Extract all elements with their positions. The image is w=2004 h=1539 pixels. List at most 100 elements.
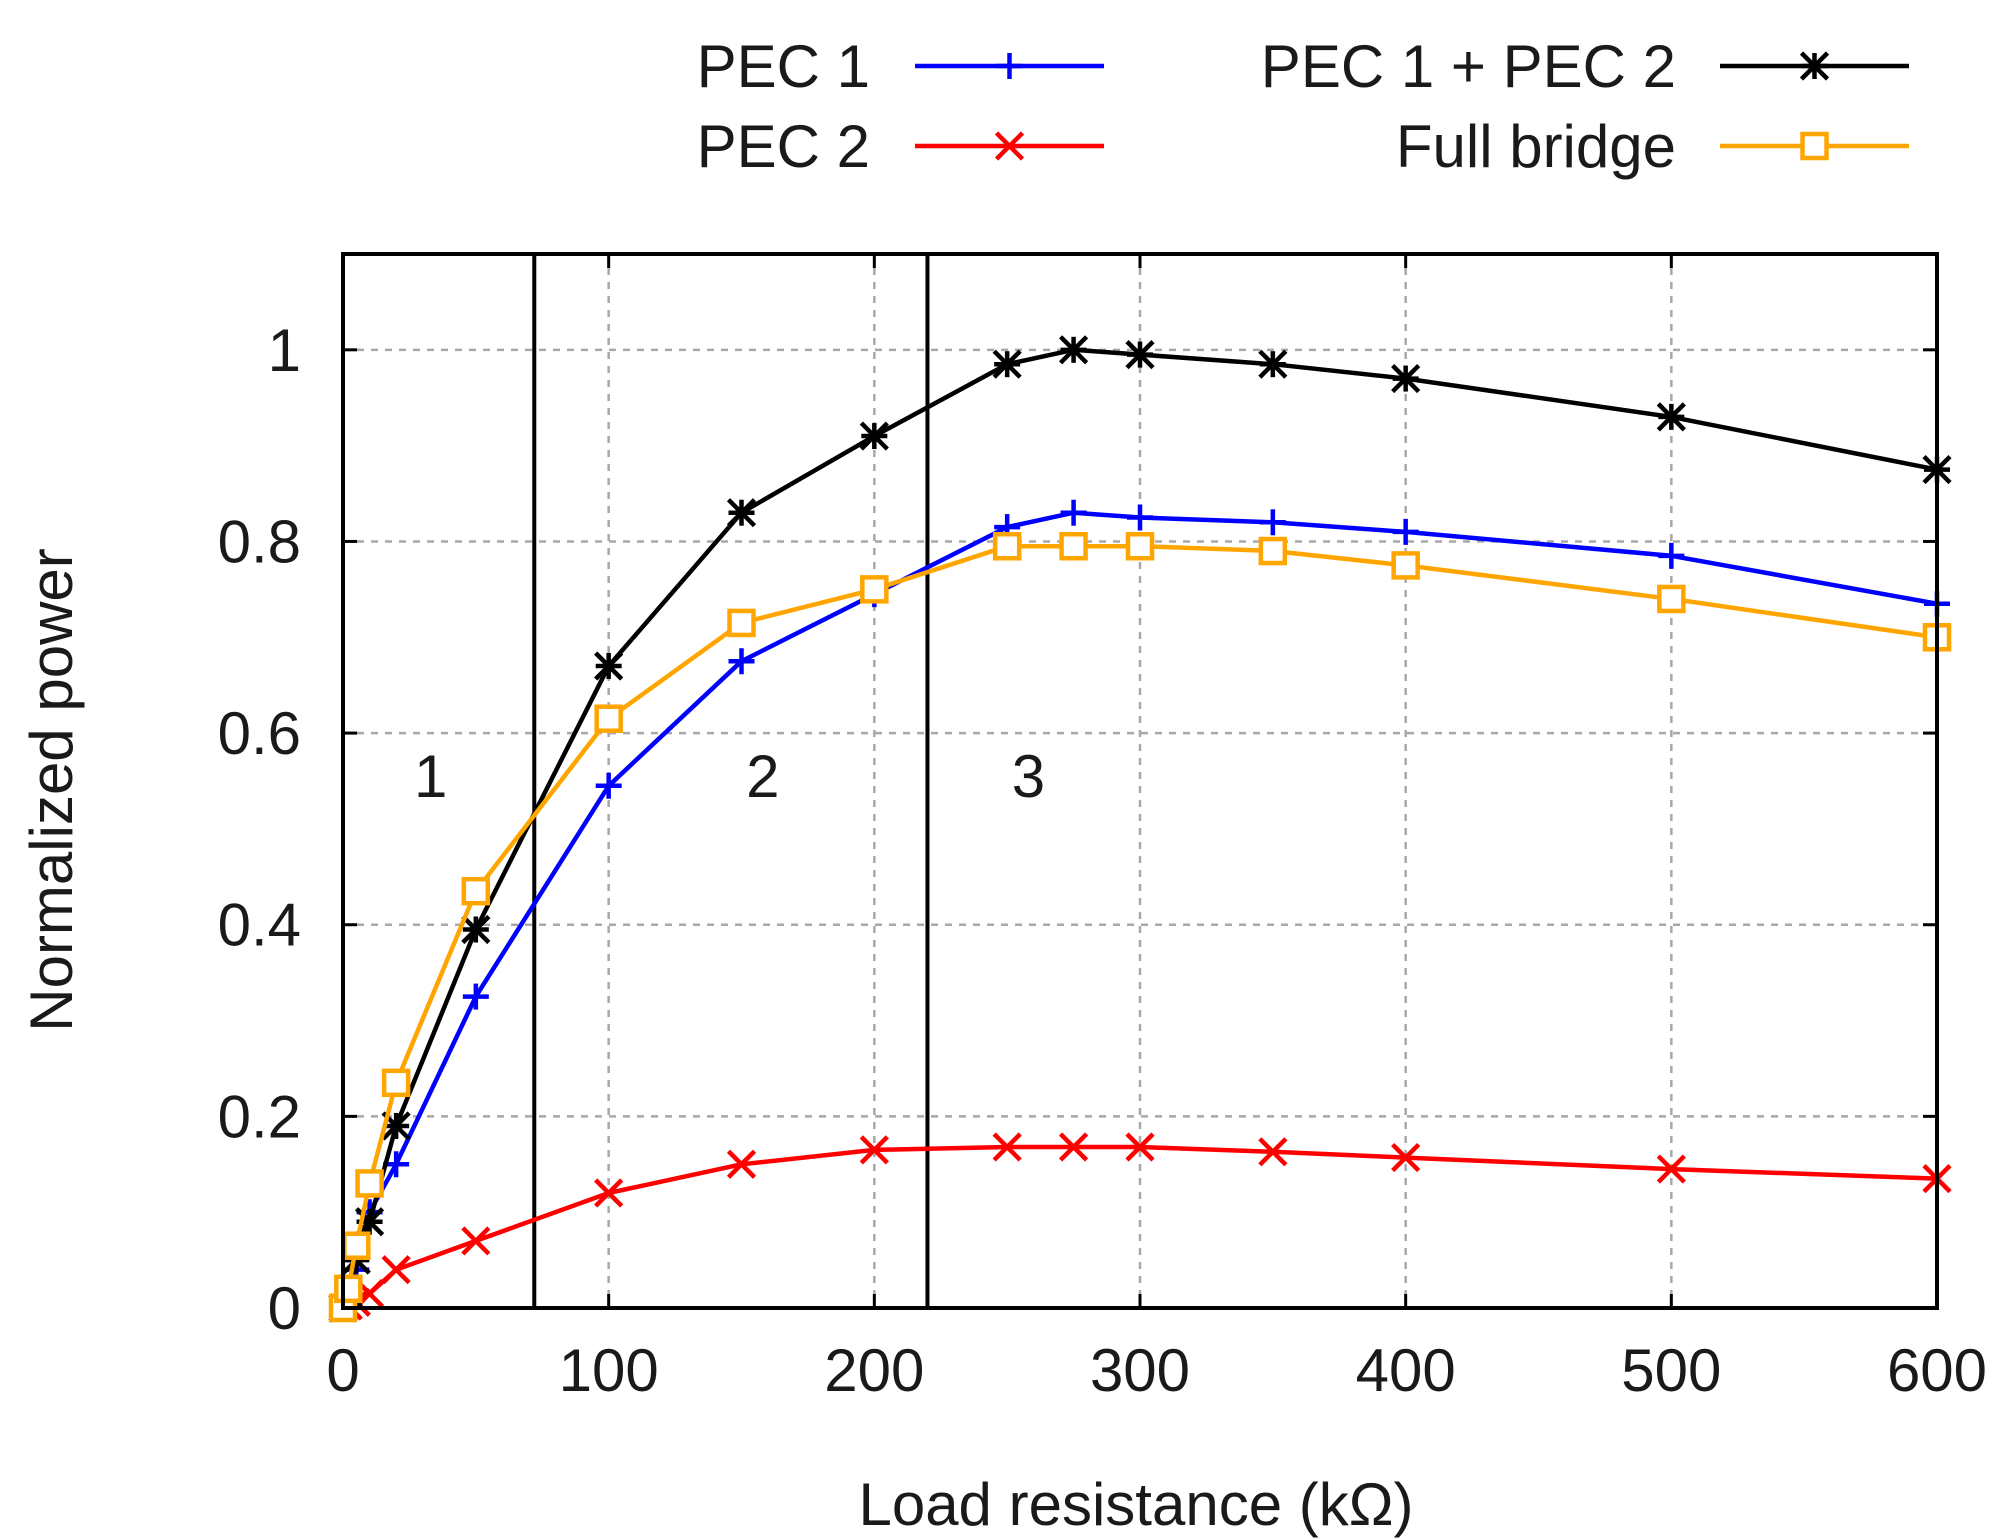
marker-stroke [594,651,624,681]
data-point [594,1178,624,1208]
series-line [340,543,1938,1309]
x-tick-label: 100 [559,1337,659,1404]
marker-stroke [381,1255,411,1285]
data-point [727,608,756,638]
legend-entry: PEC 2 [697,113,1104,180]
x-tick-label: 400 [1356,1337,1456,1404]
data-point [1058,335,1089,365]
marker-stroke [381,1111,411,1141]
y-tick-label: 0.8 [218,508,301,575]
marker-stroke [355,1169,384,1198]
data-point [1125,531,1155,561]
y-tick-label: 0 [268,1275,301,1342]
marker-stroke [594,1178,624,1208]
x-axis-title: Load resistance (kΩ) [858,1471,1413,1538]
legend-entry: Full bridge [1396,113,1909,180]
region-label: 3 [1012,743,1045,810]
data-point [381,1255,411,1285]
data-point [1392,518,1419,545]
legend-label: PEC 2 [697,113,870,180]
y-tick-label: 1 [268,317,301,384]
marker-stroke [859,1135,889,1165]
data-point [1391,1142,1421,1173]
x-tick-label: 300 [1090,1337,1190,1404]
data-point [461,914,491,945]
data-point [1258,1137,1288,1167]
data-point [1125,1132,1155,1162]
region-label: 2 [746,743,779,810]
data-point [996,53,1023,79]
y-tick-label: 0.2 [218,1083,301,1150]
y-axis-title: Normalized power [18,548,85,1032]
marker-stroke [992,1132,1022,1162]
marker-stroke [1391,363,1421,394]
marker-stroke [1125,340,1155,370]
data-point [342,1231,371,1260]
data-point [461,876,491,906]
marker-stroke [1391,551,1420,580]
marker-stroke [1058,335,1089,365]
marker-stroke [381,1068,411,1098]
data-point [859,421,889,451]
marker-stroke [726,1149,757,1179]
data-point [1059,531,1088,561]
region-dividers [532,254,930,1308]
marker-stroke [1258,1137,1288,1167]
data-point [1258,536,1288,566]
y-tick-label: 0.4 [218,892,301,959]
data-point [462,983,489,1010]
marker-stroke [342,1231,371,1260]
data-point [1391,363,1421,394]
marker-stroke [1656,1154,1686,1184]
data-point [461,1226,491,1256]
region-labels: 1 2 3 [414,743,1045,810]
data-point [1391,551,1420,580]
marker-stroke [1059,531,1088,561]
data-point [726,1149,757,1179]
legend-entry: PEC 1 + PEC 2 [1261,33,1909,100]
marker-stroke [726,498,757,528]
data-point [1258,349,1288,379]
marker-stroke [992,531,1022,561]
marker-stroke [1391,1142,1421,1173]
data-point [1125,340,1155,370]
legend: PEC 1 PEC 2 PEC 1 + PEC 2 Full bridge [697,33,1909,180]
marker-stroke [461,914,491,945]
marker-stroke [994,131,1025,161]
data-point [1060,499,1087,526]
data-point [1259,509,1286,536]
data-point [1656,1154,1686,1184]
legend-label: Full bridge [1396,113,1676,180]
data-point [1800,131,1829,161]
data-point [1658,542,1685,569]
series-line [341,510,1938,1310]
data-point [992,1132,1022,1162]
data-point [381,1068,411,1098]
data-point [1127,504,1153,531]
marker-stroke [1800,131,1829,161]
data-point [1058,1132,1089,1162]
data-point [992,531,1022,561]
x-tick-label: 0 [326,1337,359,1404]
data-point [1657,584,1686,614]
x-tick-label: 200 [824,1337,924,1404]
data-point [594,651,624,681]
legend-label: PEC 1 [697,33,870,100]
data-point [860,575,889,604]
data-point [728,648,755,675]
data-point [994,131,1025,161]
data-point [1656,402,1686,432]
data-point [355,1169,384,1198]
x-tick-label: 600 [1887,1337,1987,1404]
data-point [594,704,623,733]
marker-stroke [461,1226,491,1256]
marker-stroke [1799,51,1830,81]
region-label: 1 [414,743,447,810]
y-tick-label: 0.6 [218,700,301,767]
data-point [1799,51,1830,81]
legend-entry: PEC 1 [697,33,1104,100]
marker-stroke [1058,1132,1089,1162]
marker-stroke [1656,402,1686,432]
data-point [595,772,622,799]
